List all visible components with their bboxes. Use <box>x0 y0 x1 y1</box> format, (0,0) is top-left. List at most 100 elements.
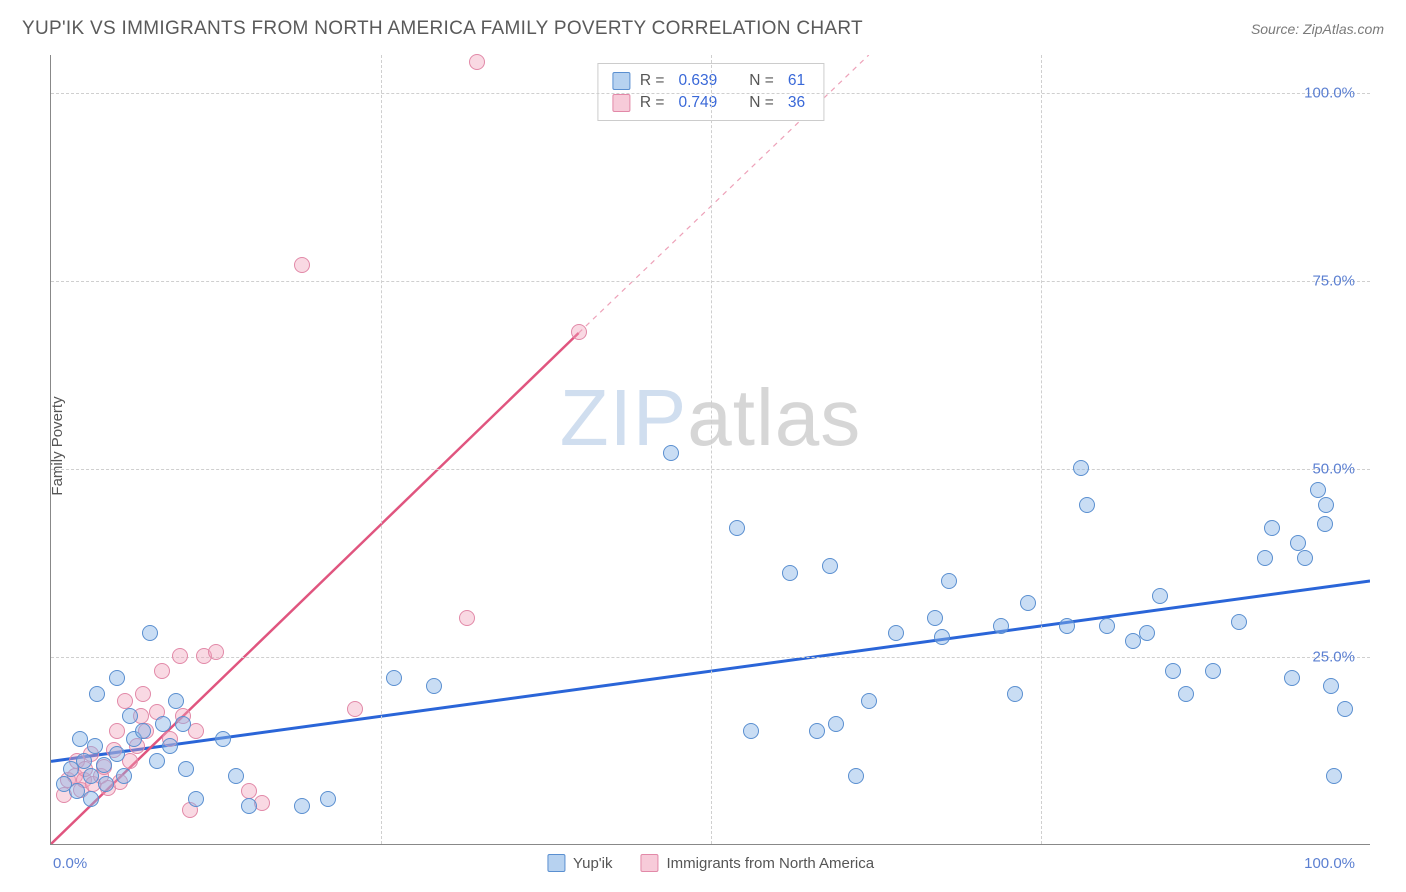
scatter-plot-area: ZIPatlas R = 0.639 N = 61 R = 0.749 N = … <box>50 55 1370 845</box>
scatter-marker <box>1297 550 1313 566</box>
scatter-marker <box>1007 686 1023 702</box>
scatter-marker <box>1264 520 1280 536</box>
legend-series: Yup'ik Immigrants from North America <box>547 854 874 872</box>
scatter-marker <box>1079 497 1095 513</box>
watermark-atlas: atlas <box>687 373 861 462</box>
x-tick-label: 100.0% <box>1304 855 1355 872</box>
scatter-marker <box>188 791 204 807</box>
scatter-marker <box>1020 595 1036 611</box>
scatter-marker <box>1231 614 1247 630</box>
scatter-marker <box>1152 588 1168 604</box>
scatter-marker <box>98 776 114 792</box>
chart-title: YUP'IK VS IMMIGRANTS FROM NORTH AMERICA … <box>22 18 863 40</box>
scatter-marker <box>1205 663 1221 679</box>
scatter-marker <box>1326 768 1342 784</box>
legend-item-yupik: Yup'ik <box>547 854 613 872</box>
scatter-marker <box>241 783 257 799</box>
scatter-marker <box>571 324 587 340</box>
scatter-marker <box>241 798 257 814</box>
scatter-marker <box>76 753 92 769</box>
scatter-marker <box>828 716 844 732</box>
swatch-pink <box>641 854 659 872</box>
scatter-marker <box>1310 482 1326 498</box>
n-label: N = <box>749 72 774 90</box>
scatter-marker <box>89 686 105 702</box>
scatter-marker <box>109 723 125 739</box>
scatter-marker <box>228 768 244 784</box>
scatter-marker <box>172 648 188 664</box>
scatter-marker <box>861 693 877 709</box>
scatter-marker <box>993 618 1009 634</box>
scatter-marker <box>743 723 759 739</box>
x-tick-label: 0.0% <box>53 855 87 872</box>
source-attribution: Source: ZipAtlas.com <box>1251 21 1384 37</box>
n-label: N = <box>749 94 774 112</box>
scatter-marker <box>941 573 957 589</box>
scatter-marker <box>1073 460 1089 476</box>
swatch-pink <box>612 94 630 112</box>
scatter-marker <box>848 768 864 784</box>
n-value-pink: 36 <box>788 94 805 112</box>
legend-label: Yup'ik <box>573 855 613 872</box>
scatter-marker <box>1139 625 1155 641</box>
scatter-marker <box>109 746 125 762</box>
scatter-marker <box>320 791 336 807</box>
swatch-blue <box>547 854 565 872</box>
scatter-marker <box>168 693 184 709</box>
scatter-marker <box>154 663 170 679</box>
scatter-marker <box>162 738 178 754</box>
scatter-marker <box>1178 686 1194 702</box>
scatter-marker <box>109 670 125 686</box>
scatter-marker <box>135 686 151 702</box>
scatter-marker <box>1318 497 1334 513</box>
legend-item-immigrants: Immigrants from North America <box>641 854 875 872</box>
scatter-marker <box>83 768 99 784</box>
scatter-marker <box>663 445 679 461</box>
scatter-marker <box>934 629 950 645</box>
scatter-marker <box>888 625 904 641</box>
scatter-marker <box>208 644 224 660</box>
scatter-marker <box>155 716 171 732</box>
gridline-v <box>381 55 382 844</box>
scatter-marker <box>175 716 191 732</box>
scatter-marker <box>1290 535 1306 551</box>
scatter-marker <box>822 558 838 574</box>
scatter-marker <box>1257 550 1273 566</box>
scatter-marker <box>386 670 402 686</box>
scatter-marker <box>122 708 138 724</box>
n-value-blue: 61 <box>788 72 805 90</box>
r-label: R = <box>640 72 665 90</box>
gridline-v <box>1041 55 1042 844</box>
scatter-marker <box>294 798 310 814</box>
y-tick-label: 50.0% <box>1312 460 1355 477</box>
scatter-marker <box>426 678 442 694</box>
scatter-marker <box>347 701 363 717</box>
scatter-marker <box>1317 516 1333 532</box>
scatter-marker <box>1337 701 1353 717</box>
scatter-marker <box>117 693 133 709</box>
scatter-marker <box>1059 618 1075 634</box>
scatter-marker <box>135 723 151 739</box>
scatter-marker <box>469 54 485 70</box>
scatter-marker <box>116 768 132 784</box>
scatter-marker <box>178 761 194 777</box>
scatter-marker <box>96 757 112 773</box>
scatter-marker <box>1284 670 1300 686</box>
scatter-marker <box>1323 678 1339 694</box>
scatter-marker <box>1099 618 1115 634</box>
scatter-marker <box>83 791 99 807</box>
scatter-marker <box>149 753 165 769</box>
scatter-marker <box>459 610 475 626</box>
y-tick-label: 100.0% <box>1304 84 1355 101</box>
swatch-blue <box>612 72 630 90</box>
scatter-marker <box>294 257 310 273</box>
gridline-v <box>711 55 712 844</box>
scatter-marker <box>729 520 745 536</box>
scatter-marker <box>87 738 103 754</box>
scatter-marker <box>142 625 158 641</box>
scatter-marker <box>809 723 825 739</box>
scatter-marker <box>782 565 798 581</box>
header-row: YUP'IK VS IMMIGRANTS FROM NORTH AMERICA … <box>22 18 1384 40</box>
y-tick-label: 75.0% <box>1312 272 1355 289</box>
r-label: R = <box>640 94 665 112</box>
